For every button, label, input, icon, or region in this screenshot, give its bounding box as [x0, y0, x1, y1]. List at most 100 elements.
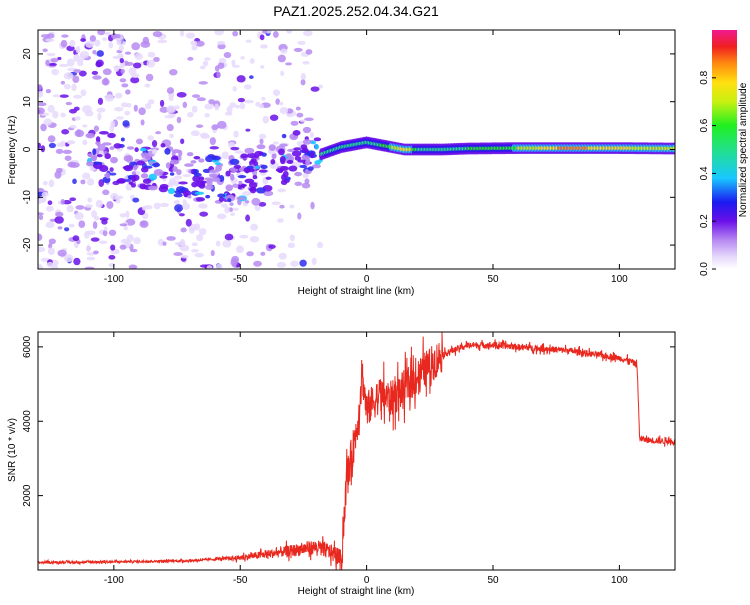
spectrogram-cell [95, 136, 101, 143]
spectrogram-cell [249, 58, 255, 64]
spectrogram-cell [232, 30, 239, 37]
spectrogram-cell [289, 204, 295, 209]
spectrogram-cell [277, 218, 284, 223]
spectrogram-cell [285, 153, 292, 158]
spectrogram-cell [240, 153, 249, 159]
spectrogram-cell [297, 212, 302, 220]
spectrogram-cell [165, 162, 171, 169]
spectrogram-cell [214, 162, 222, 166]
spectrogram-cell [188, 227, 195, 234]
spectrogram-cell [108, 229, 117, 236]
spectrogram-cell [279, 143, 288, 147]
spectrogram-cell [46, 261, 54, 268]
spectrogram-cell [40, 123, 47, 132]
spectrogram-cell [145, 154, 152, 161]
spectrogram-cell [60, 112, 66, 118]
x-tick-label: -100 [104, 575, 124, 586]
y-tick-label: -20 [22, 237, 33, 252]
spectrogram-cell [230, 146, 240, 151]
spectrogram-cell [280, 165, 289, 171]
spectrogram-cell [120, 137, 125, 142]
spectrogram-cell [66, 140, 76, 145]
spectrogram-cell [237, 97, 246, 103]
spectrogram-cell [198, 81, 208, 85]
spectrogram-cell [38, 263, 42, 269]
spectrogram-cell [45, 205, 54, 212]
spectrogram-cell [249, 235, 260, 243]
spectrogram-cell [182, 202, 191, 210]
spectrogram-cell [229, 202, 234, 206]
spectrogram-cell [279, 204, 285, 209]
spectrogram-cell [57, 226, 63, 230]
spectrogram-cell [286, 159, 294, 164]
spectrogram-cell [217, 43, 226, 50]
spectrogram-y-label: Frequency (Hz) [7, 116, 18, 185]
spectrogram-cell [116, 116, 124, 120]
spectrogram-cell [199, 132, 209, 138]
spectrogram-cell [60, 198, 65, 205]
spectrogram-cell [45, 59, 50, 67]
spectrogram-cell [108, 255, 116, 260]
spectrogram-cell [110, 156, 118, 164]
spectrogram-cell [187, 56, 194, 61]
spectrogram-cell [125, 210, 130, 219]
spectrogram-cell [114, 107, 124, 112]
spectrogram-cell [176, 169, 182, 176]
spectrogram-cell [113, 143, 122, 149]
spectrogram-cell [230, 212, 236, 217]
spectrogram-cell [116, 39, 122, 46]
x-tick-label: 100 [611, 575, 628, 586]
spectrogram-cell [109, 124, 115, 133]
spectrogram-cell [216, 40, 226, 45]
spectrogram-cell [260, 64, 265, 69]
spectrogram-cell [255, 101, 261, 107]
snr-series-line [38, 332, 675, 570]
spectrogram-cell [66, 58, 75, 67]
spectrogram-cell [292, 136, 297, 140]
spectrogram-cell [134, 147, 139, 153]
spectrogram-cell [47, 247, 55, 255]
spectrogram-cell [40, 145, 46, 153]
spectrogram-cell [218, 196, 225, 203]
spectrogram-cell [258, 201, 267, 207]
spectrogram-cell [63, 254, 74, 263]
spectrogram-cell [59, 94, 69, 98]
spectrogram-cell [74, 116, 81, 121]
colorbar-gradient [712, 30, 737, 269]
spectrogram-cell [71, 83, 77, 92]
spectrogram-cell [290, 260, 299, 267]
spectrogram-cell [167, 187, 176, 195]
spectrogram-cell [72, 178, 77, 185]
spectrogram-cell [314, 143, 319, 150]
spectrogram-cell [96, 154, 103, 158]
spectrogram-cell [252, 175, 258, 180]
spectrogram-cell [271, 153, 277, 160]
spectrogram-cell [275, 98, 280, 105]
spectrogram-cell [84, 230, 90, 239]
spectrogram-cell [229, 158, 240, 166]
spectrogram-cell [140, 221, 147, 227]
spectrogram-cell [297, 159, 308, 163]
spectrogram-cell [195, 40, 205, 47]
y-tick-label: 0 [22, 146, 33, 152]
spectrogram-cell [284, 176, 291, 181]
spectrogram-cell [249, 75, 254, 80]
spectrogram-cell [162, 241, 167, 246]
spectrogram-cell [230, 173, 235, 181]
spectrogram-cell [209, 173, 218, 178]
spectrogram-cell [120, 68, 125, 74]
spectrogram-cell [130, 183, 137, 188]
spectrogram-cell [98, 240, 108, 245]
spectrogram-cell [214, 30, 224, 36]
colorbar-tick-label: 0.6 [699, 118, 710, 132]
spectrogram-cell [209, 137, 216, 146]
spectrogram-cell [104, 31, 111, 36]
spectrogram-cell [87, 197, 92, 203]
spectrogram-cell [304, 178, 310, 185]
spectrogram-cell [248, 187, 257, 192]
spectrogram-cell [223, 51, 232, 59]
spectrogram-cell [169, 159, 180, 165]
spectrogram-cell [171, 149, 181, 154]
spectrogram-cell [92, 221, 98, 230]
